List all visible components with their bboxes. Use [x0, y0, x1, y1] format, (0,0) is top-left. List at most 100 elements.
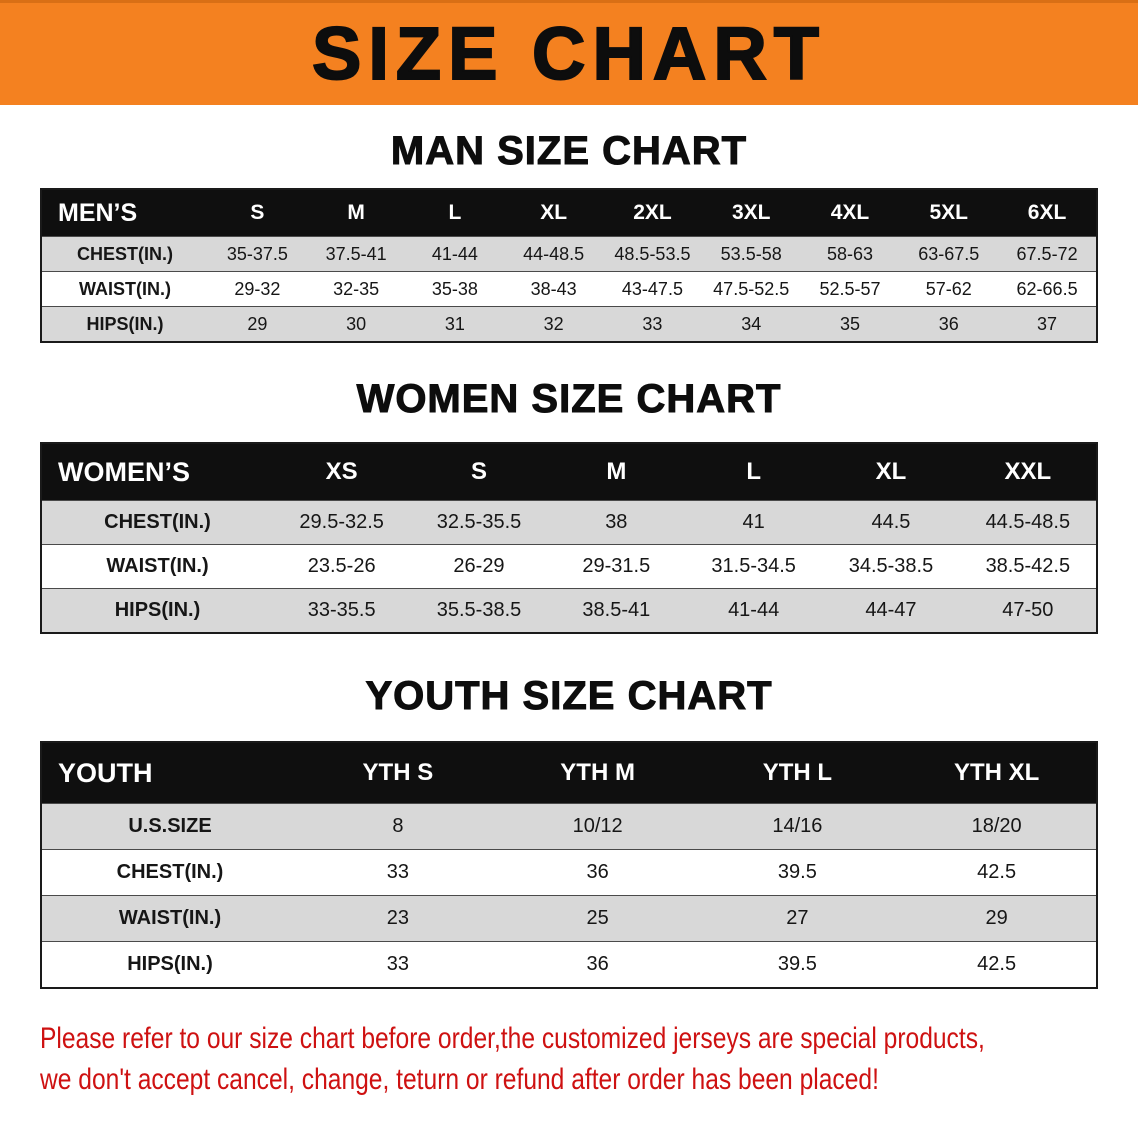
table-body: CHEST(IN.) 35-37.5 37.5-41 41-44 44-48.5 48.5… [41, 236, 1097, 342]
table-cell: 57-62 [925, 278, 972, 299]
table-cell: 31.5-34.5 [711, 555, 796, 577]
table-body: CHEST(IN.) 29.5-32.5 32.5-35.5 38 41 44.5 44.5… [41, 500, 1097, 633]
section-heading-youth: YOUTH SIZE CHART [365, 674, 773, 719]
table-cell: 29 [985, 907, 1008, 929]
table-cell: 39.5 [777, 953, 817, 975]
row-label: HIPS(IN.) [127, 953, 213, 975]
table-cell: 35-38 [431, 278, 478, 299]
row-label: WAIST(IN.) [118, 907, 222, 929]
table-cell: 44.5-48.5 [985, 511, 1071, 533]
size-chart-sections: MAN SIZE CHART MEN’S S M L XL 2XL 3XL 4XL 5XL 6XL C… [0, 129, 1138, 989]
women-size-table: WOMEN’S XS S M L XL XXL CHEST(IN.) 29.5-32.5 32.5… [40, 442, 1098, 634]
page-title: SIZE CHART [311, 12, 826, 95]
table-cell: 32 [543, 313, 564, 334]
row-label: U.S.SIZE [128, 815, 212, 837]
row-label: HIPS(IN.) [114, 599, 201, 621]
disclaimer-line-1: Please refer to our size chart before or… [40, 1022, 985, 1055]
table-cell: 47.5-52.5 [713, 278, 790, 299]
table-cell: 58-63 [826, 243, 873, 264]
disclaimer-line-2: we don't accept cancel, change, teturn o… [40, 1063, 879, 1096]
table-cell: 41-44 [728, 599, 780, 621]
table-cell: 38 [605, 511, 628, 533]
table-cell: 47-50 [1002, 599, 1054, 621]
size-column-header: XXL [959, 443, 1097, 501]
size-column-header: XS [273, 443, 411, 501]
table-cell: 29.5-32.5 [299, 511, 384, 533]
size-column-header: YTH M [497, 742, 698, 804]
table-cell: 36 [586, 861, 609, 883]
table-row: HIPS(IN.) 33-35.5 35.5-38.5 38.5-41 41-44 44-… [41, 588, 1097, 633]
table-body: U.S.SIZE 8 10/12 14/16 18/20 CHEST(IN.) 33 36 39… [41, 803, 1097, 988]
table-cell: 27 [786, 907, 809, 929]
table-row: WAIST(IN.) 23.5-26 26-29 29-31.5 31.5-34.5 34… [41, 544, 1097, 589]
size-column-header: S [208, 189, 307, 237]
table-cell: 62-66.5 [1016, 278, 1078, 299]
banner: SIZE CHART [0, 0, 1138, 105]
size-column-header: XL [822, 443, 960, 501]
table-cell: 41 [742, 511, 765, 533]
table-cell: 37.5-41 [325, 243, 387, 264]
size-column-header: M [547, 443, 685, 501]
size-column-header: 2XL [603, 189, 702, 237]
table-head: YOUTH YTH S YTH M YTH L YTH XL [41, 742, 1097, 804]
table-cell: 30 [346, 313, 367, 334]
table-row: CHEST(IN.) 35-37.5 37.5-41 41-44 44-48.5 48.5… [41, 236, 1097, 272]
table-cell: 33 [386, 861, 409, 883]
table-cell: 31 [444, 313, 465, 334]
table-cell: 35-37.5 [226, 243, 288, 264]
row-label: HIPS(IN.) [86, 313, 164, 334]
row-label: CHEST(IN.) [104, 511, 211, 533]
table-cell: 44-47 [865, 599, 917, 621]
size-column-header: YTH L [697, 742, 898, 804]
table-cell: 34.5-38.5 [848, 555, 934, 577]
table-cell: 41-44 [431, 243, 478, 264]
men-size-table: MEN’S S M L XL 2XL 3XL 4XL 5XL 6XL CHEST(IN.) 35-37… [40, 188, 1098, 343]
size-column-header: S [410, 443, 548, 501]
youth-table-title-cell: YOUTH [41, 742, 298, 804]
table-cell: 36 [586, 953, 609, 975]
row-label: CHEST(IN.) [77, 243, 173, 264]
table-cell: 39.5 [777, 861, 817, 883]
size-column-header: 6XL [998, 189, 1097, 237]
table-cell: 44-48.5 [523, 243, 585, 264]
size-column-header: L [684, 443, 823, 501]
disclaimer: Please refer to our size chart before or… [40, 1019, 1138, 1099]
section-heading-men: MAN SIZE CHART [390, 129, 748, 174]
table-cell: 23.5-26 [307, 555, 376, 577]
table-cell: 63-67.5 [918, 243, 980, 264]
table-header-row: YOUTH YTH S YTH M YTH L YTH XL [41, 742, 1097, 804]
size-column-header: YTH XL [897, 742, 1097, 804]
men-table-title-cell: MEN’S [41, 189, 208, 237]
size-column-header: 4XL [800, 189, 900, 237]
table-cell: 35 [839, 313, 860, 334]
table-cell: 53.5-58 [720, 243, 782, 264]
table-row: CHEST(IN.) 29.5-32.5 32.5-35.5 38 41 44.5 44.5… [41, 500, 1097, 545]
youth-size-table: YOUTH YTH S YTH M YTH L YTH XL U.S.SIZE 8 10/12… [40, 741, 1098, 989]
table-head: WOMEN’S XS S M L XL XXL [41, 443, 1097, 501]
size-column-header: L [405, 189, 505, 237]
table-cell: 34 [741, 313, 762, 334]
table-row: HIPS(IN.) 33 36 39.5 42.5 [41, 941, 1097, 988]
table-row: U.S.SIZE 8 10/12 14/16 18/20 [41, 803, 1097, 850]
row-label: WAIST(IN.) [106, 555, 209, 577]
table-cell: 67.5-72 [1016, 243, 1078, 264]
table-cell: 33 [642, 313, 663, 334]
table-cell: 43-47.5 [621, 278, 683, 299]
table-head: MEN’S S M L XL 2XL 3XL 4XL 5XL 6XL [41, 189, 1097, 237]
table-cell: 25 [586, 907, 609, 929]
table-cell: 8 [392, 815, 404, 837]
size-column-header: YTH S [298, 742, 498, 804]
table-cell: 33 [386, 953, 409, 975]
table-cell: 29-31.5 [582, 555, 651, 577]
size-column-header: 5XL [899, 189, 999, 237]
table-cell: 18/20 [971, 815, 1022, 837]
table-cell: 42.5 [977, 953, 1017, 975]
section-heading-women: WOMEN SIZE CHART [356, 377, 782, 422]
table-row: HIPS(IN.) 29 30 31 32 33 34 35 36 37 [41, 306, 1097, 342]
table-cell: 26-29 [453, 555, 505, 577]
table-cell: 10/12 [572, 815, 623, 837]
table-cell: 33-35.5 [307, 599, 376, 621]
women-table-title-cell: WOMEN’S [41, 443, 273, 501]
table-cell: 38-43 [530, 278, 577, 299]
